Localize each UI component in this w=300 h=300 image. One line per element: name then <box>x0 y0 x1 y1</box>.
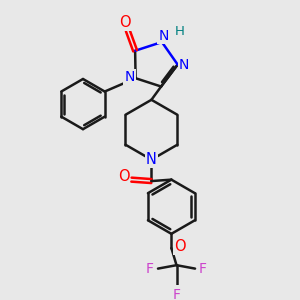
Text: O: O <box>174 239 186 254</box>
Text: F: F <box>199 262 207 276</box>
Text: F: F <box>172 288 181 300</box>
Text: O: O <box>119 15 131 30</box>
Text: O: O <box>118 169 129 184</box>
Text: F: F <box>146 262 154 276</box>
Text: H: H <box>175 25 184 38</box>
Text: N: N <box>179 58 189 72</box>
Text: N: N <box>124 70 134 84</box>
Text: N: N <box>146 152 157 167</box>
Text: N: N <box>158 29 169 43</box>
